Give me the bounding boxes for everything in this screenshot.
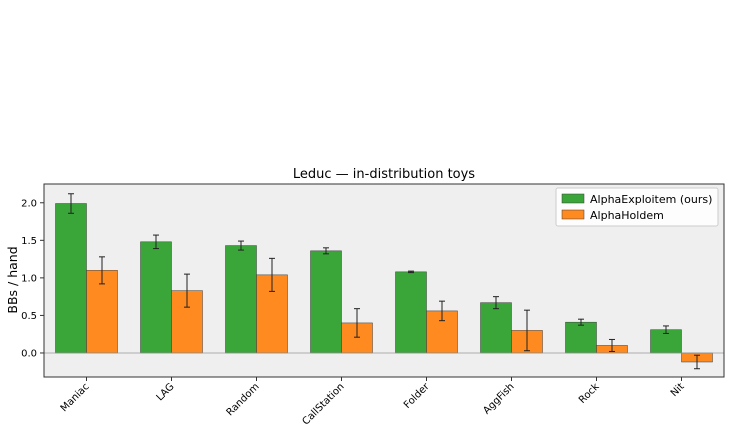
x-tick-label: LAG bbox=[155, 381, 177, 403]
bar-alphaexploitem-lag bbox=[140, 241, 172, 354]
bar-alphaexploitem-maniac bbox=[55, 203, 87, 354]
legend-swatch bbox=[561, 209, 585, 220]
legend-label: AlphaExploitem (ours) bbox=[590, 193, 712, 206]
error-bar bbox=[99, 256, 105, 285]
error-bar bbox=[269, 257, 275, 292]
error-bar bbox=[153, 234, 159, 250]
legend: AlphaExploitem (ours) AlphaHoldem bbox=[555, 187, 719, 227]
error-bar bbox=[184, 273, 190, 308]
error-bar bbox=[323, 247, 329, 255]
error-bar bbox=[524, 309, 530, 352]
legend-box bbox=[555, 187, 719, 227]
x-tick-label: Random bbox=[225, 381, 262, 418]
x-tick-label: Folder bbox=[402, 381, 432, 411]
y-tick-label: 1.0 bbox=[21, 273, 37, 284]
bar-alphaexploitem-aggfish bbox=[480, 302, 512, 354]
legend-label: AlphaHoldem bbox=[590, 209, 664, 222]
x-tick-label: Rock bbox=[577, 381, 602, 406]
y-tick-label: 0.0 bbox=[21, 348, 37, 359]
error-bar bbox=[439, 300, 445, 322]
x-tick-label: CallStation bbox=[301, 381, 347, 427]
error-bar bbox=[238, 240, 244, 251]
y-tick-label: 2.0 bbox=[21, 198, 37, 209]
x-tick-label: Maniac bbox=[59, 381, 92, 414]
error-bar bbox=[694, 354, 700, 370]
error-bar bbox=[68, 193, 74, 214]
bars-layer bbox=[55, 193, 713, 370]
error-bar bbox=[354, 308, 360, 338]
x-tick-label: Nit bbox=[669, 381, 687, 399]
bar-alphaexploitem-folder bbox=[395, 271, 427, 354]
chart-title: Leduc — in-distribution toys bbox=[293, 167, 475, 182]
error-bar bbox=[663, 325, 669, 334]
legend-swatch bbox=[561, 193, 585, 204]
y-tick-label: 0.5 bbox=[21, 311, 37, 322]
error-bar bbox=[578, 318, 584, 326]
error-bar bbox=[408, 270, 414, 274]
bar-alphaexploitem-callstation bbox=[310, 250, 342, 354]
bar-alphaexploitem-rock bbox=[565, 321, 597, 354]
plot-frame bbox=[43, 183, 725, 378]
x-tick-label: AggFish bbox=[481, 381, 516, 416]
y-tick-label: 1.5 bbox=[21, 236, 37, 247]
bar-alphaexploitem-random bbox=[225, 245, 257, 354]
error-bar bbox=[609, 338, 615, 352]
error-bar bbox=[493, 296, 499, 310]
y-axis-label: BBs / hand bbox=[5, 246, 20, 313]
